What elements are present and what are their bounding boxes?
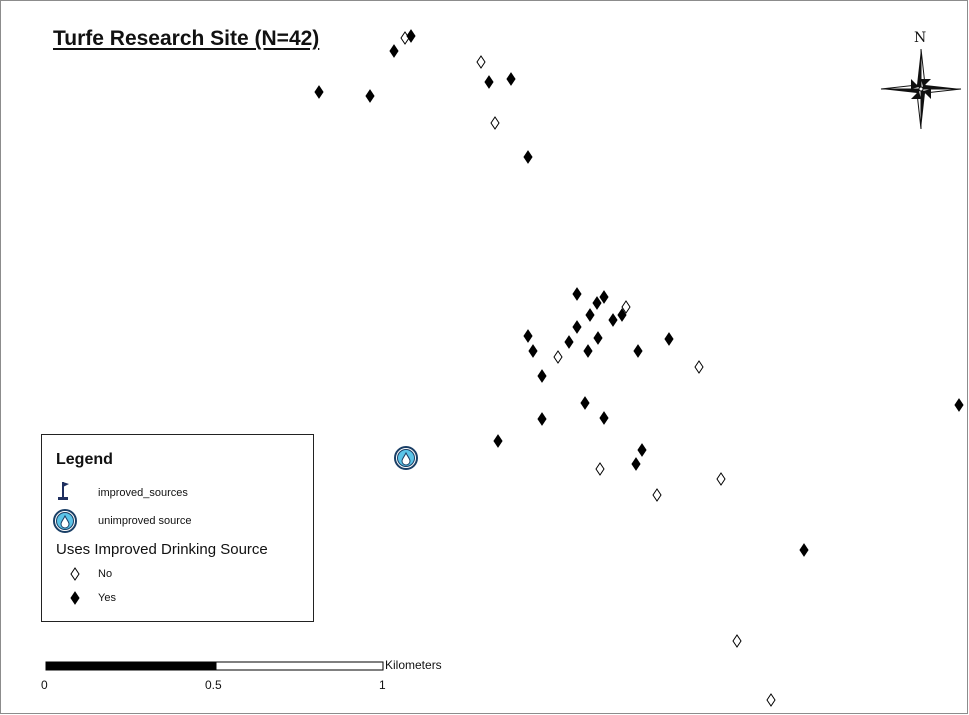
household-point-yes — [523, 150, 533, 164]
household-point-yes — [537, 369, 547, 383]
legend-panel: Legend improved_sources unimproved sourc… — [41, 434, 314, 622]
filled-diamond-icon — [70, 591, 80, 605]
north-label: N — [914, 30, 927, 46]
legend-group-title: Uses Improved Drinking Source — [56, 541, 268, 558]
household-point-yes — [406, 29, 416, 43]
scale-bar — [45, 661, 384, 671]
household-point-yes — [617, 308, 627, 322]
household-point-yes — [572, 287, 582, 301]
household-point-yes — [564, 335, 574, 349]
household-point-yes — [572, 320, 582, 334]
household-point-no — [490, 116, 500, 130]
household-point-yes — [593, 331, 603, 345]
household-point-yes — [585, 308, 595, 322]
household-point-no — [732, 634, 742, 648]
hollow-diamond-icon — [70, 567, 80, 581]
legend-item-unimproved-source: unimproved source — [98, 515, 192, 527]
household-point-no — [553, 350, 563, 364]
household-point-no — [766, 693, 776, 707]
household-point-yes — [583, 344, 593, 358]
household-point-yes — [592, 296, 602, 310]
household-point-yes — [954, 398, 964, 412]
household-point-yes — [365, 89, 375, 103]
household-point-yes — [664, 332, 674, 346]
household-point-yes — [314, 85, 324, 99]
household-point-yes — [580, 396, 590, 410]
water-drop-icon — [53, 509, 77, 533]
scale-tick-0: 0 — [41, 678, 48, 692]
household-point-yes — [631, 457, 641, 471]
household-point-no — [595, 462, 605, 476]
household-point-no — [694, 360, 704, 374]
legend-title: Legend — [56, 451, 113, 468]
legend-item-yes: Yes — [98, 592, 116, 604]
household-point-yes — [599, 290, 609, 304]
household-point-yes — [537, 412, 547, 426]
legend-item-improved-sources: improved_sources — [98, 487, 188, 499]
household-point-no — [621, 300, 631, 314]
household-point-no — [716, 472, 726, 486]
legend-item-no: No — [98, 568, 113, 580]
household-point-no — [652, 488, 662, 502]
north-arrow-icon — [880, 48, 962, 130]
household-point-yes — [389, 44, 399, 58]
scale-tick-1: 1 — [379, 678, 386, 692]
household-point-no — [476, 55, 486, 69]
household-point-yes — [608, 313, 618, 327]
flag-icon — [58, 482, 69, 500]
map-title: Turfe Research Site (N=42) — [53, 27, 320, 50]
household-point-yes — [599, 411, 609, 425]
scale-unit-label: Kilometers — [385, 658, 442, 672]
household-point-yes — [523, 329, 533, 343]
household-point-yes — [799, 543, 809, 557]
household-point-yes — [528, 344, 538, 358]
household-point-yes — [484, 75, 494, 89]
scale-tick-0-5: 0.5 — [205, 678, 222, 692]
household-points-layer — [314, 29, 964, 707]
household-point-yes — [493, 434, 503, 448]
unimproved-source-marker — [394, 446, 418, 470]
household-point-yes — [637, 443, 647, 457]
household-point-yes — [633, 344, 643, 358]
household-point-yes — [506, 72, 516, 86]
